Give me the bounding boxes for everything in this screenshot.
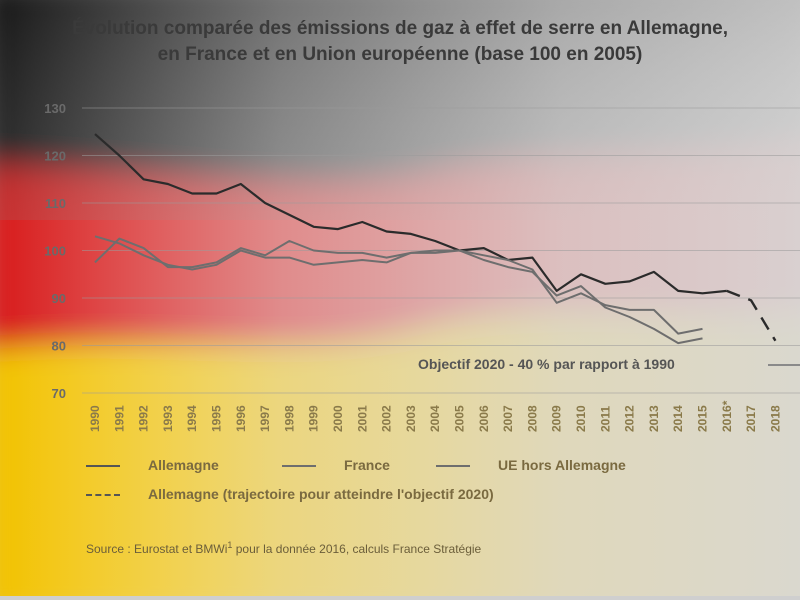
x-tick-label: 2011	[598, 406, 612, 432]
x-tick-label: 1991	[112, 405, 126, 432]
x-tick-label: 2002	[380, 405, 394, 432]
x-tick-label: 2016*	[720, 400, 734, 432]
legend-swatch-france	[282, 465, 316, 468]
x-tick-label: 2015	[696, 405, 710, 432]
x-tick-label: 1994	[185, 405, 199, 432]
objective-label: Objectif 2020 - 40 % par rapport à 1990	[418, 356, 675, 372]
legend-label-france: France	[344, 457, 390, 473]
y-tick-label: 70	[52, 386, 66, 401]
y-tick-label: 80	[52, 339, 66, 354]
x-tick-label: 2012	[623, 405, 637, 432]
series-line-1	[94, 237, 703, 345]
legend-ue: UE hors Allemagne	[436, 457, 626, 473]
legend-france: France	[282, 457, 390, 473]
x-tick-label: 2017	[744, 405, 758, 432]
source-footnote-mark: 1	[227, 540, 233, 550]
chart-title-line-1: Évolution comparée des émissions de gaz …	[71, 18, 729, 39]
legend-swatch-trajectoire	[86, 494, 120, 497]
legend-allemagne: Allemagne	[86, 457, 219, 473]
y-tick-label: 100	[44, 244, 66, 259]
x-tick-label: 2003	[404, 405, 418, 432]
x-tick-label: 2006	[477, 405, 491, 432]
y-tick-label: 130	[44, 101, 66, 116]
y-tick-label: 90	[52, 291, 66, 306]
x-tick-label: 1995	[210, 405, 224, 432]
x-tick-label: 2018	[768, 405, 782, 432]
source-note: Source : Eurostat et BMWi1 pour la donné…	[86, 540, 481, 556]
legend-swatch-allemagne	[86, 465, 120, 468]
x-tick-label: 1998	[282, 405, 296, 432]
x-axis-ticks: 1990 1991 1992 1993 1994 1995 1996 1997 1998 1999…	[88, 400, 782, 432]
legend-label-ue: UE hors Allemagne	[498, 457, 626, 473]
series-line-2	[94, 235, 703, 335]
x-tick-label: 2004	[428, 405, 442, 432]
series-line-3	[726, 289, 777, 342]
grid-lines	[82, 107, 800, 394]
y-tick-label: 120	[44, 149, 66, 164]
y-tick-label: 110	[45, 196, 66, 211]
x-tick-label: 2010	[574, 405, 588, 432]
x-tick-label: 1996	[234, 405, 248, 432]
x-tick-label: 2014	[671, 405, 685, 432]
x-tick-label: 2000	[331, 405, 345, 432]
legend-label-allemagne: Allemagne	[148, 457, 219, 473]
x-tick-label: 1999	[307, 405, 321, 432]
x-tick-label: 2008	[525, 405, 539, 432]
x-tick-label: 2001	[355, 405, 369, 432]
x-tick-label: 1993	[161, 405, 175, 432]
x-tick-label: 1990	[88, 405, 102, 432]
series-line-0	[94, 133, 727, 295]
legend-swatch-ue	[436, 465, 470, 468]
x-tick-label: 2009	[550, 405, 564, 432]
x-tick-label: 1992	[137, 405, 151, 432]
source-text: Source : Eurostat et BMWi	[86, 542, 228, 556]
y-axis-ticks: 70 80 90 100 110 120 130	[44, 101, 66, 401]
x-tick-label: 2007	[501, 405, 515, 432]
series-lines	[94, 133, 777, 345]
legend-label-trajectoire: Allemagne (trajectoire pour atteindre l'…	[148, 486, 494, 502]
source-tail: pour la donnée 2016, calculs France Stra…	[232, 542, 482, 556]
chart-title-line-2: en France et en Union européenne (base 1…	[157, 44, 643, 65]
x-tick-label: 2013	[647, 405, 661, 432]
x-tick-label: 2005	[453, 405, 467, 432]
x-tick-label: 1997	[258, 405, 272, 432]
legend-trajectoire: Allemagne (trajectoire pour atteindre l'…	[86, 486, 494, 502]
